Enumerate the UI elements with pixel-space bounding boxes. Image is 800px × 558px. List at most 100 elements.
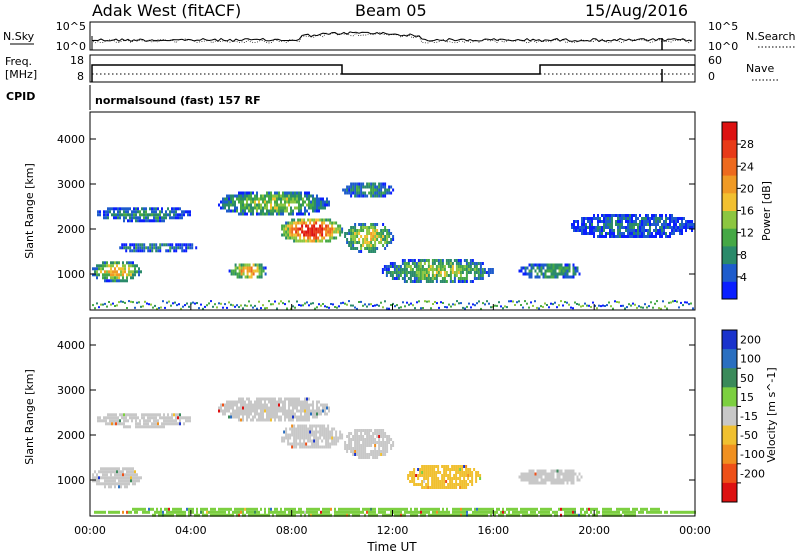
- velocity-cell: [297, 424, 300, 428]
- velocity-cell: [108, 479, 110, 483]
- power-cell: [443, 268, 446, 271]
- power-cell: [181, 243, 184, 247]
- power-cell: [441, 262, 444, 265]
- velocity-cell: [102, 467, 104, 471]
- power-cell: [230, 194, 232, 198]
- power-cell: [299, 239, 302, 243]
- velocity-cell: [318, 400, 320, 404]
- velocity-cell: [540, 469, 543, 473]
- power-cell: [609, 223, 611, 226]
- power-cell: [585, 217, 587, 220]
- power-cell: [264, 307, 266, 310]
- power-cell: [587, 217, 589, 220]
- power-cell: [114, 276, 116, 280]
- power-cell: [609, 217, 611, 220]
- power-cell: [590, 306, 592, 308]
- velocity-cell: [312, 409, 314, 413]
- velocity-cell: [250, 403, 252, 407]
- velocity-cell: [368, 453, 371, 456]
- velocity-cell: [296, 510, 298, 514]
- velocity-cell: [192, 510, 194, 514]
- power-cell: [327, 230, 330, 234]
- velocity-cell: [250, 418, 252, 422]
- power-cell: [289, 221, 292, 225]
- power-cell: [346, 188, 349, 192]
- power-cell: [401, 271, 404, 274]
- velocity-cell: [262, 513, 264, 517]
- velocity-cell: [429, 468, 432, 471]
- power-cell: [244, 275, 247, 279]
- velocity-cell: [455, 468, 458, 471]
- velocity-cell: [472, 510, 474, 514]
- velocity-cell: [140, 476, 142, 480]
- power-cell: [384, 191, 387, 195]
- power-cell: [181, 246, 184, 250]
- power-cell: [358, 194, 361, 198]
- velocity-cell: [280, 513, 282, 517]
- velocity-cell: [218, 406, 220, 410]
- velocity-cell: [356, 513, 358, 517]
- x-tick-label: 12:00: [377, 524, 409, 537]
- colorbar-segment: [722, 263, 737, 282]
- power-cell: [450, 305, 452, 308]
- velocity-cell: [414, 510, 416, 514]
- velocity-cell: [429, 465, 432, 468]
- power-cell: [114, 270, 116, 274]
- power-cell: [620, 304, 622, 307]
- velocity-cell: [307, 427, 310, 431]
- velocity-cell: [248, 415, 250, 419]
- power-cell: [254, 263, 257, 267]
- power-cell: [305, 230, 308, 234]
- velocity-cell: [423, 486, 426, 489]
- velocity-cell: [327, 442, 330, 446]
- velocity-cell: [427, 465, 430, 468]
- power-cell: [364, 194, 367, 198]
- power-cell: [581, 232, 583, 235]
- velocity-cell: [299, 433, 302, 437]
- nave-tick-top: 60: [708, 54, 722, 67]
- velocity-cell: [106, 479, 108, 483]
- velocity-cell: [258, 397, 260, 401]
- velocity-cell: [370, 507, 372, 511]
- power-cell: [250, 275, 253, 279]
- power-cell: [352, 238, 355, 241]
- power-cell: [413, 274, 416, 277]
- velocity-cell: [400, 510, 402, 514]
- power-cell: [372, 235, 375, 238]
- velocity-cell: [477, 474, 480, 477]
- power-cell: [187, 243, 190, 247]
- velocity-cell: [298, 418, 300, 422]
- power-cell: [155, 246, 158, 250]
- velocity-cell: [323, 433, 326, 437]
- power-cell: [248, 266, 251, 270]
- velocity-cell: [622, 507, 624, 511]
- power-cell: [250, 203, 252, 207]
- power-cell: [358, 250, 361, 253]
- velocity-cell: [374, 510, 376, 514]
- power-cell: [320, 200, 322, 204]
- velocity-cell: [264, 507, 266, 511]
- velocity-cell: [294, 412, 296, 416]
- power-cell: [528, 272, 531, 276]
- power-cell: [624, 307, 626, 310]
- power-cell: [494, 304, 496, 307]
- velocity-cell: [560, 481, 563, 485]
- power-cell: [356, 229, 359, 232]
- power-cell: [481, 274, 484, 277]
- power-cell: [296, 300, 298, 303]
- power-cell: [169, 216, 171, 220]
- power-cell: [321, 239, 324, 243]
- velocity-cell: [190, 507, 192, 511]
- power-cell: [230, 209, 232, 213]
- power-cell: [667, 217, 669, 220]
- power-cell: [393, 277, 396, 280]
- velocity-cell: [404, 510, 406, 514]
- power-cell: [568, 269, 571, 273]
- power-cell: [123, 213, 125, 217]
- power-cell: [631, 214, 633, 217]
- power-cell: [595, 226, 597, 229]
- velocity-cell: [232, 415, 234, 419]
- power-cell: [643, 235, 645, 238]
- velocity-cell: [118, 485, 120, 489]
- power-cell: [102, 303, 104, 306]
